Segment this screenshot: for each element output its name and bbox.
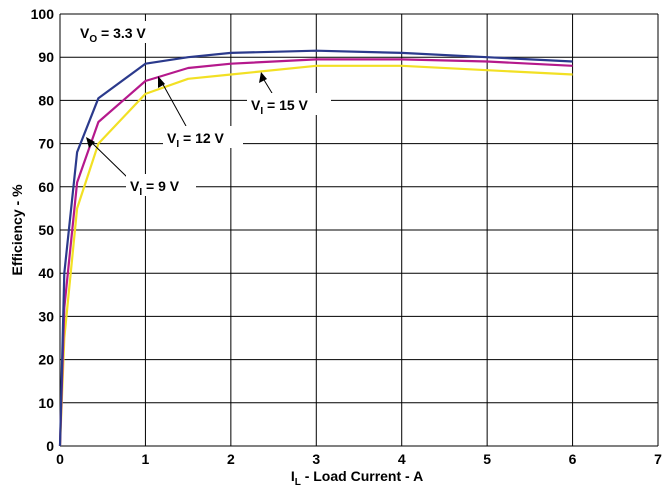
series-lines <box>58 49 573 447</box>
y-tick-label-8: 80 <box>38 92 54 108</box>
annotation-vi-12-main: V <box>167 130 177 146</box>
vo-label-bg <box>76 21 162 43</box>
grid <box>59 13 659 447</box>
x-axis-title-rest: - Load Current - A <box>301 468 423 484</box>
annotation-vi-15-sub: I <box>260 106 263 117</box>
x-axis-title: IL - Load Current - A <box>291 468 423 488</box>
series-line-vi-15v <box>58 49 573 447</box>
y-tick-label-0: 0 <box>46 438 54 454</box>
y-tick-label-5: 50 <box>38 222 54 238</box>
x-tick-label-7: 7 <box>654 451 662 467</box>
annotation-vo-main: V <box>80 25 90 41</box>
arrow-12v-head <box>158 76 165 88</box>
x-tick-label-6: 6 <box>569 451 577 467</box>
y-axis-title: Efficiency - % <box>9 184 25 276</box>
arrow-9v-head <box>86 137 95 148</box>
y-tick-label-1: 10 <box>38 395 54 411</box>
x-axis-title-sub: L <box>295 477 301 488</box>
x-tick-label-0: 0 <box>56 451 64 467</box>
annotation-vi-12: VI = 12 V <box>167 130 225 150</box>
y-tick-label-3: 30 <box>38 308 54 324</box>
vi9-label-bg <box>126 174 196 196</box>
series-line-vi-12v <box>58 58 573 447</box>
annotation-vo: VO = 3.3 V <box>80 25 146 45</box>
arrow-12v-line <box>159 78 187 127</box>
tick-labels: 0 10 20 30 40 50 60 70 80 90 100 0 1 2 3 4 5 6 7 <box>31 6 662 467</box>
x-axis-title-main: I <box>291 468 295 484</box>
annotation-vi-12-rest: = 12 V <box>179 130 224 146</box>
annotation-vi-15-main: V <box>251 97 261 113</box>
x-tick-label-4: 4 <box>398 451 406 467</box>
x-tick-label-3: 3 <box>312 451 320 467</box>
annotation-vi-9-main: V <box>130 178 140 194</box>
x-tick-label-5: 5 <box>483 451 491 467</box>
series-line-vi-9v <box>58 64 573 447</box>
annotations: VO = 3.3 V VI = 15 V VI = 12 V VI = 9 V <box>76 21 331 198</box>
x-tick-label-2: 2 <box>227 451 235 467</box>
annotation-vi-12-sub: I <box>176 139 179 150</box>
vi12-label-bg <box>163 126 243 148</box>
x-tick-label-1: 1 <box>142 451 150 467</box>
vi15-label-bg <box>247 93 331 115</box>
y-tick-label-7: 70 <box>38 136 54 152</box>
annotation-vi-15: VI = 15 V <box>251 97 309 117</box>
arrow-15v-head <box>259 72 267 83</box>
annotation-vi-9-sub: I <box>139 187 142 198</box>
y-tick-label-6: 60 <box>38 179 54 195</box>
y-tick-label-2: 20 <box>38 352 54 368</box>
arrow-9v-line <box>88 139 129 179</box>
y-tick-label-9: 90 <box>38 49 54 65</box>
annotation-vi-9: VI = 9 V <box>130 178 180 198</box>
annotation-vi-9-rest: = 9 V <box>142 178 180 194</box>
annotation-vo-rest: = 3.3 V <box>97 25 146 41</box>
y-tick-label-10: 100 <box>31 6 55 22</box>
y-tick-label-4: 40 <box>38 265 54 281</box>
annotation-vi-15-rest: = 15 V <box>263 97 308 113</box>
annotation-vo-sub: O <box>89 34 97 45</box>
